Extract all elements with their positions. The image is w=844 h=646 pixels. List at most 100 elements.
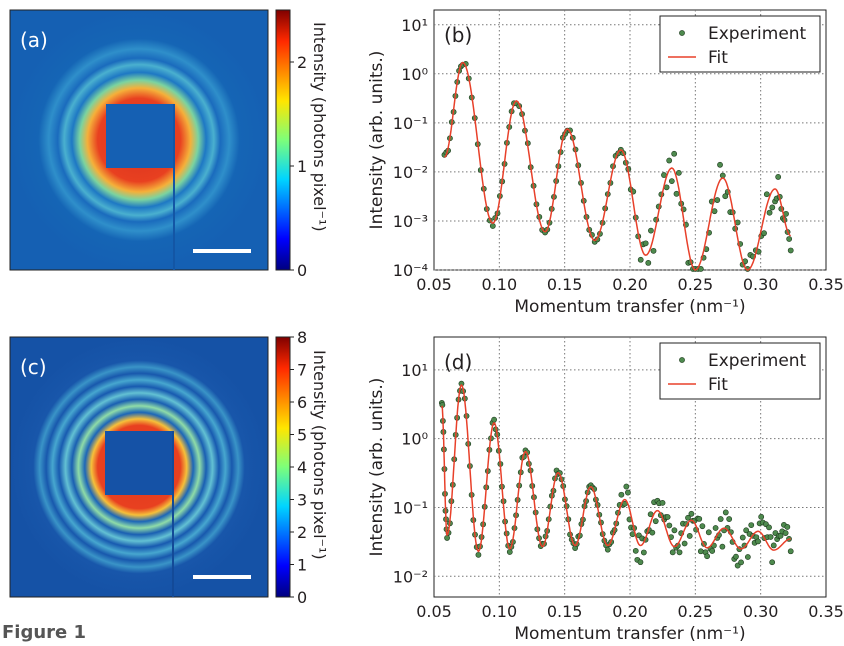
- experiment-point: [632, 547, 639, 554]
- panel-a-beamstop: [106, 104, 174, 168]
- x-tick-label: 0.25: [678, 602, 714, 621]
- experiment-point: [787, 247, 794, 254]
- x-tick-label: 0.10: [482, 275, 518, 294]
- legend-box: [659, 15, 821, 73]
- experiment-point: [475, 551, 482, 558]
- figure-label: Figure 1: [2, 622, 87, 643]
- experiment-point: [717, 516, 724, 522]
- x-tick-label: 0.35: [808, 275, 844, 294]
- experiment-point: [650, 247, 657, 254]
- legend-fit-label: Fit: [708, 48, 728, 68]
- experiment-point: [775, 174, 782, 180]
- colorbar-tick-label: 4: [297, 458, 307, 477]
- legend: Experiment Fit: [659, 342, 821, 400]
- experiment-point: [784, 524, 791, 530]
- experiment-point: [770, 542, 777, 549]
- experiment-point: [782, 530, 789, 536]
- experiment-point: [705, 529, 712, 536]
- y-tick-label: 10⁰: [401, 430, 428, 449]
- x-tick-label: 0.05: [416, 275, 452, 294]
- colorbar-tick-label: 2: [297, 523, 307, 542]
- experiment-point: [649, 529, 656, 536]
- experiment-point: [712, 525, 719, 531]
- x-axis-label: Momentum transfer (nm⁻¹): [514, 624, 745, 644]
- colorbar-tick-label: 7: [297, 361, 307, 380]
- panel-c: (c) 0 1 2 3 4 5 6 7 8 Intensity (photons pixel⁻¹…: [9, 328, 329, 607]
- experiment-point: [659, 499, 666, 506]
- y-axis-label: Intensity (arb. units.): [367, 378, 387, 557]
- experiment-point: [733, 553, 739, 560]
- y-tick-label: 10⁻¹: [393, 114, 428, 133]
- experiment-point: [671, 150, 678, 157]
- panel-a: (a) 0 1 2 Intensity (photons pixel⁻¹): [9, 9, 329, 280]
- panel-c-beamstop: [105, 431, 173, 495]
- colorbar-tick-label: 6: [297, 393, 307, 412]
- experiment-point: [686, 533, 693, 539]
- experiment-point: [676, 549, 683, 556]
- experiment-point: [637, 559, 644, 566]
- experiment-point: [697, 548, 704, 555]
- x-tick-label: 0.10: [482, 602, 518, 621]
- panel-c-colorbar-label: Intensity (photons pixel⁻¹): [310, 350, 329, 560]
- colorbar-tick-label: 2: [297, 53, 307, 72]
- experiment-point: [704, 553, 710, 560]
- y-tick-label: 10⁻¹: [393, 498, 428, 517]
- experiment-point: [748, 522, 755, 529]
- experiment-point: [744, 554, 751, 560]
- experiment-point: [637, 256, 644, 263]
- legend-experiment-marker: [679, 357, 685, 363]
- colorbar-tick-label: 3: [297, 491, 307, 510]
- colorbar-tick-label: 8: [297, 328, 307, 347]
- x-tick-label: 0.20: [612, 275, 648, 294]
- experiment-point: [722, 509, 729, 516]
- experiment-point: [761, 230, 767, 237]
- panel-b-plot: 0.05 0.10 0.15 0.20 0.25 0.30 0.35 10⁻⁴ 10⁻³ 10⁻²…: [367, 9, 844, 317]
- colorbar-tick-label: 0: [297, 588, 307, 607]
- panel-label: (d): [444, 350, 472, 374]
- experiment-point: [625, 489, 631, 496]
- panel-c-label: (c): [20, 355, 47, 379]
- panel-c-scale-bar: [193, 575, 251, 579]
- experiment-point: [675, 169, 682, 176]
- legend-experiment-label: Experiment: [708, 351, 807, 371]
- experiment-point: [711, 208, 718, 215]
- experiment-point: [640, 549, 647, 556]
- experiment-point: [681, 540, 688, 547]
- colorbar-tick-label: 5: [297, 426, 307, 445]
- panel-a-colorbar: [275, 9, 291, 271]
- panel-d-plot: 0.05 0.10 0.15 0.20 0.25 0.30 0.35 10⁻² 10⁻¹ 10⁰ 1…: [367, 336, 844, 644]
- panel-c-colorbar-ticks: 0 1 2 3 4 5 6 7 8: [290, 328, 307, 607]
- x-tick-label: 0.05: [416, 602, 452, 621]
- experiment-point: [664, 514, 671, 520]
- panel-c-colorbar: [275, 336, 291, 598]
- experiment-point: [767, 534, 774, 540]
- experiment-point: [648, 227, 654, 234]
- x-tick-label: 0.20: [612, 602, 648, 621]
- experiment-point: [618, 491, 625, 498]
- experiment-point: [623, 483, 630, 490]
- experiment-point: [763, 191, 770, 198]
- experiment-point: [786, 236, 793, 242]
- y-axis-label: Intensity (arb. units.): [367, 51, 387, 230]
- x-tick-label: 0.15: [547, 602, 583, 621]
- x-axis-label: Momentum transfer (nm⁻¹): [514, 297, 745, 317]
- experiment-point: [714, 197, 721, 203]
- experiment-point: [604, 546, 611, 553]
- experiment-point: [645, 260, 652, 266]
- panel-a-label: (a): [20, 28, 48, 52]
- panel-a-scale-bar: [193, 249, 251, 253]
- legend-fit-label: Fit: [708, 375, 728, 395]
- legend-experiment-marker: [679, 30, 685, 36]
- experiment-point: [489, 223, 496, 229]
- y-tick-label: 10⁻³: [393, 212, 428, 231]
- experiment-point: [743, 527, 750, 534]
- experiment-point: [766, 209, 773, 216]
- experiment-point: [666, 522, 673, 529]
- experiment-point: [506, 549, 513, 555]
- experiment-point: [709, 548, 716, 554]
- x-tick-label: 0.30: [743, 602, 779, 621]
- y-tick-label: 10⁰: [401, 65, 428, 84]
- experiment-point: [699, 523, 706, 530]
- experiment-point: [755, 538, 761, 545]
- y-tick-label: 10⁻⁴: [393, 261, 428, 280]
